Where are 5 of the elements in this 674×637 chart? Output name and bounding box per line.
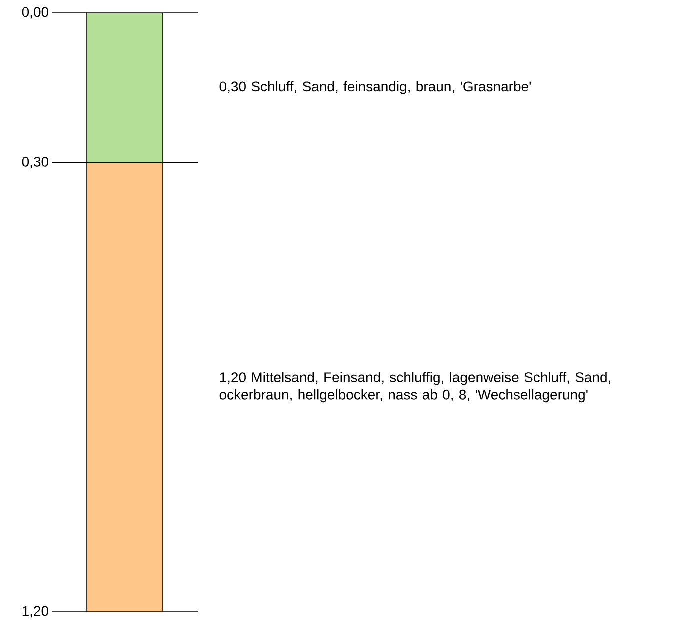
y-tick-label: 0,00	[22, 7, 49, 19]
text: 0,30 Schluff, Sand, feinsandig, braun, 'Grasnarbe'	[220, 81, 532, 94]
y-tick-label: 1,20	[22, 606, 49, 618]
y-tick-label: 0,30	[22, 156, 49, 169]
text: 1,20 Mittelsand, Feinsand, schluffig, lagenweise Schluff, Sand, ockerbraun, hellgelbocker, nass ab 0, 8, 'Wechsellagerung'	[220, 372, 610, 403]
